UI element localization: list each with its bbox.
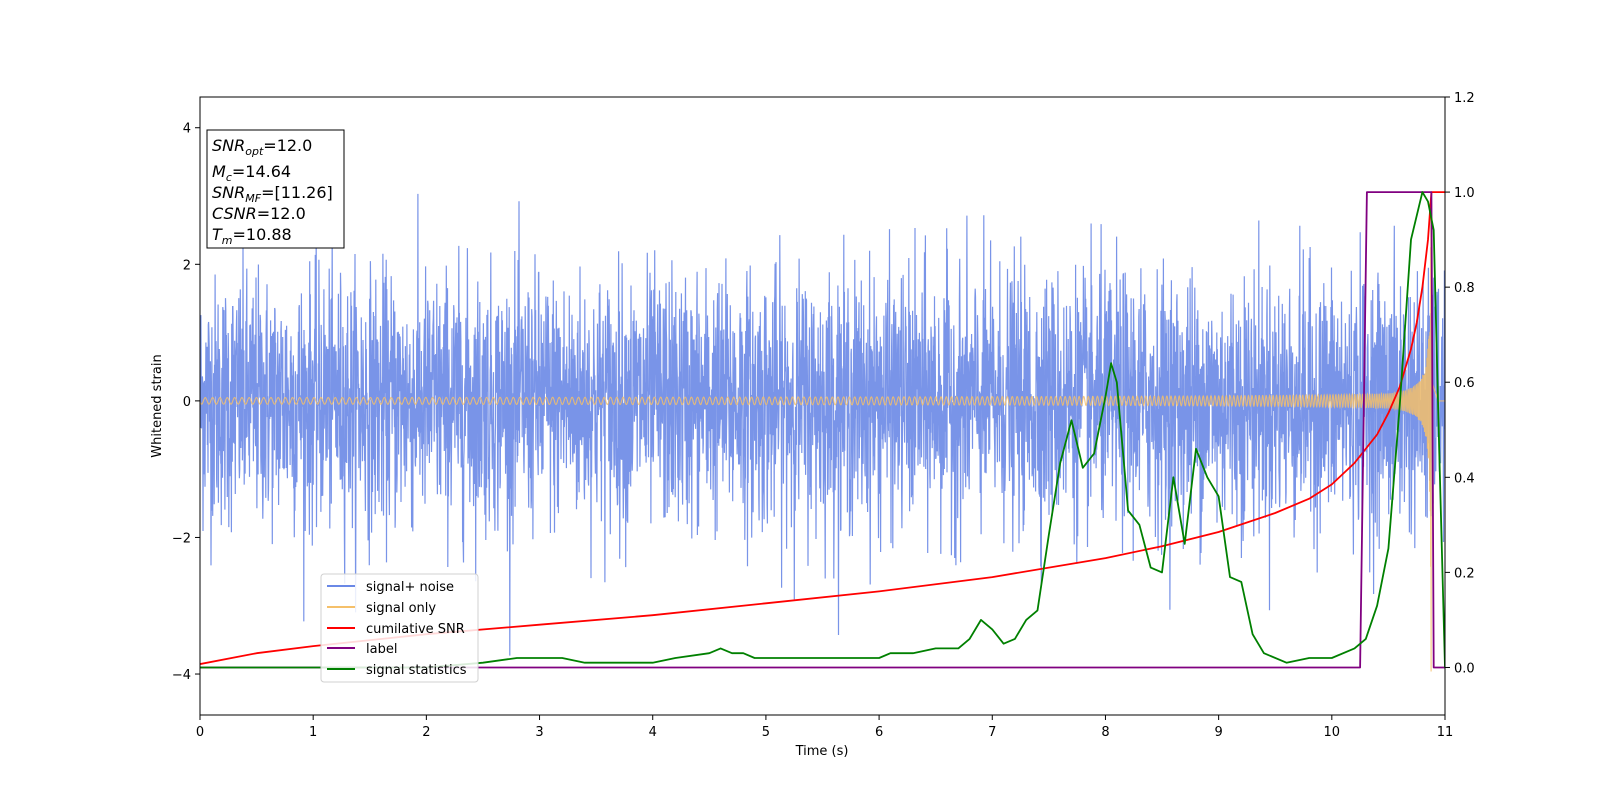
annotation-line: SNRopt=12.0 bbox=[212, 136, 312, 158]
y-tick-label: −4 bbox=[172, 668, 191, 683]
y2-tick-label: 0.8 bbox=[1454, 281, 1475, 296]
annotation-line: CSNR=12.0 bbox=[212, 204, 306, 223]
legend-label: label bbox=[366, 642, 397, 657]
series-layer bbox=[200, 191, 1445, 672]
y-axis-right: 0.0 0.2 0.4 0.6 0.8 1.0 1.2 bbox=[1445, 91, 1475, 676]
x-tick-label: 1 bbox=[309, 725, 317, 740]
legend: signal+ noise signal only cumilative SNR la… bbox=[320, 573, 479, 683]
y-axis-label: Whitened strain bbox=[150, 354, 165, 457]
x-tick-label: 0 bbox=[196, 725, 204, 740]
x-tick-label: 11 bbox=[1437, 725, 1454, 740]
legend-label: signal statistics bbox=[366, 663, 467, 678]
x-tick-label: 7 bbox=[988, 725, 996, 740]
plot-frame bbox=[199, 96, 1446, 716]
y2-tick-label: 0.0 bbox=[1454, 661, 1475, 676]
stats-annotation-box: SNRopt=12.0 Mc=14.64SNRMF=[11.26]CSNR=12.… bbox=[206, 129, 345, 249]
y-tick-label: 2 bbox=[183, 258, 191, 273]
y-tick-label: 0 bbox=[183, 395, 191, 410]
annotation-line: SNRMF=[11.26] bbox=[212, 183, 333, 205]
y-axis-left: −4 −2 0 2 4 bbox=[172, 122, 200, 683]
x-axis: 0 1 2 3 4 5 6 7 8 9 10 11 bbox=[196, 715, 1453, 740]
y-tick-label: −2 bbox=[172, 531, 191, 546]
series-signal-noise bbox=[200, 193, 1445, 656]
x-tick-label: 10 bbox=[1324, 725, 1341, 740]
y2-tick-label: 0.4 bbox=[1454, 471, 1475, 486]
x-tick-label: 3 bbox=[535, 725, 543, 740]
annotation-line: Tm=10.88 bbox=[212, 225, 292, 247]
y2-tick-label: 0.6 bbox=[1454, 376, 1475, 391]
legend-label: signal only bbox=[366, 601, 436, 616]
legend-label: signal+ noise bbox=[366, 580, 454, 595]
x-tick-label: 4 bbox=[649, 725, 657, 740]
x-tick-label: 6 bbox=[875, 725, 883, 740]
series-signal-statistics bbox=[200, 191, 1445, 669]
legend-label: cumilative SNR bbox=[366, 622, 465, 637]
y2-tick-label: 1.2 bbox=[1454, 91, 1475, 106]
y2-tick-label: 1.0 bbox=[1454, 186, 1475, 201]
x-tick-label: 5 bbox=[762, 725, 770, 740]
annotation-line: Mc=14.64 bbox=[212, 162, 291, 184]
y2-tick-label: 0.2 bbox=[1454, 566, 1475, 581]
series-cumulative-snr bbox=[200, 191, 1445, 665]
y-tick-label: 4 bbox=[183, 122, 191, 137]
x-tick-label: 2 bbox=[422, 725, 430, 740]
series-signal-only bbox=[200, 198, 1445, 672]
x-tick-label: 8 bbox=[1101, 725, 1109, 740]
series-label bbox=[200, 191, 1445, 669]
x-axis-label: Time (s) bbox=[795, 744, 849, 759]
x-tick-label: 9 bbox=[1214, 725, 1222, 740]
